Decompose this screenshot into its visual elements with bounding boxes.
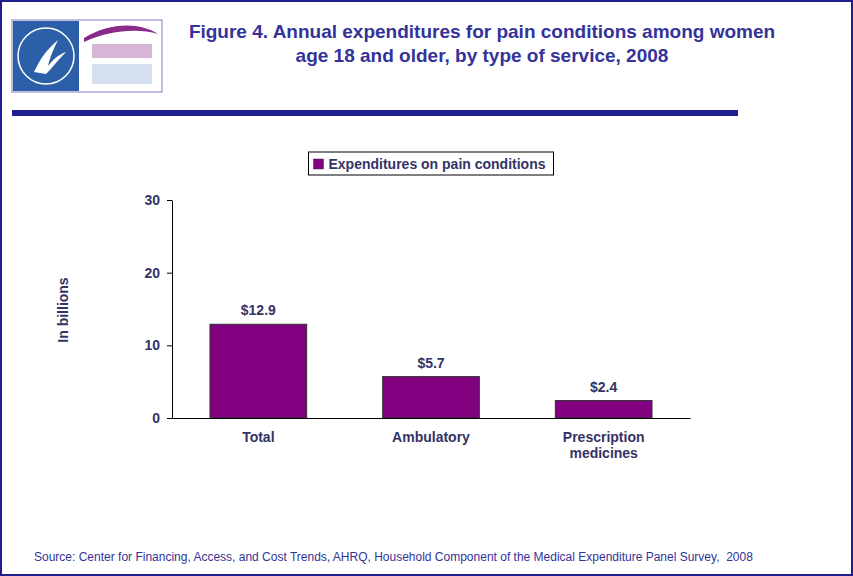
y-tick-mark	[167, 273, 172, 274]
legend-swatch	[313, 159, 323, 169]
y-tick: 10	[144, 337, 172, 353]
data-label: $12.9	[241, 302, 276, 318]
logo-hhs-ring	[18, 28, 74, 84]
legend-label: Expenditures on pain conditions	[328, 156, 545, 172]
y-tick-label: 0	[152, 410, 160, 426]
y-tick-mark	[167, 345, 172, 346]
x-tick: Total	[242, 418, 274, 445]
bar	[383, 377, 480, 418]
bars	[210, 324, 652, 418]
y-axis-title: In billions	[55, 277, 71, 343]
x-tick-label: Ambulatory	[392, 429, 470, 445]
logo-mark-2	[92, 64, 152, 84]
source-note: Source: Center for Financing, Access, an…	[34, 550, 753, 564]
chart-svg: Figure 4. Annual expenditures for pain c…	[0, 0, 853, 576]
logo-hhs	[13, 21, 79, 91]
bar	[555, 401, 652, 418]
x-axis-line	[173, 418, 691, 419]
data-label: $5.7	[417, 355, 444, 371]
x-tick-label: Total	[242, 429, 274, 445]
y-tick: 20	[144, 265, 172, 281]
logo-box	[12, 20, 162, 92]
x-tick: Prescriptionmedicines	[563, 418, 645, 461]
page-frame	[1, 1, 852, 575]
chart-title: Figure 4. Annual expenditures for pain c…	[189, 21, 775, 66]
data-labels: $12.9 $5.7 $2.4	[241, 302, 618, 394]
y-axis-line	[172, 201, 173, 419]
header-rule	[12, 110, 738, 116]
x-tick: Ambulatory	[392, 418, 470, 445]
y-tick-label: 30	[144, 192, 160, 208]
x-tick-label: Prescriptionmedicines	[563, 429, 645, 461]
y-tick: 30	[144, 192, 172, 208]
logo-eagle	[34, 40, 66, 74]
x-axis: Total Ambulatory Prescriptionmedicines	[173, 418, 691, 461]
y-tick-label: 20	[144, 265, 160, 281]
legend-box	[308, 152, 553, 175]
logo-mark	[92, 44, 152, 58]
logo	[12, 20, 162, 92]
y-tick: 0	[152, 410, 172, 426]
legend: Expenditures on pain conditions	[308, 152, 553, 175]
y-tick-label: 10	[144, 337, 160, 353]
logo-swoosh	[84, 25, 158, 42]
data-label: $2.4	[590, 379, 617, 395]
bar	[210, 324, 307, 418]
y-tick-mark	[167, 200, 172, 201]
y-tick-mark	[167, 418, 172, 419]
y-axis: 0 10 20 30	[144, 192, 172, 426]
